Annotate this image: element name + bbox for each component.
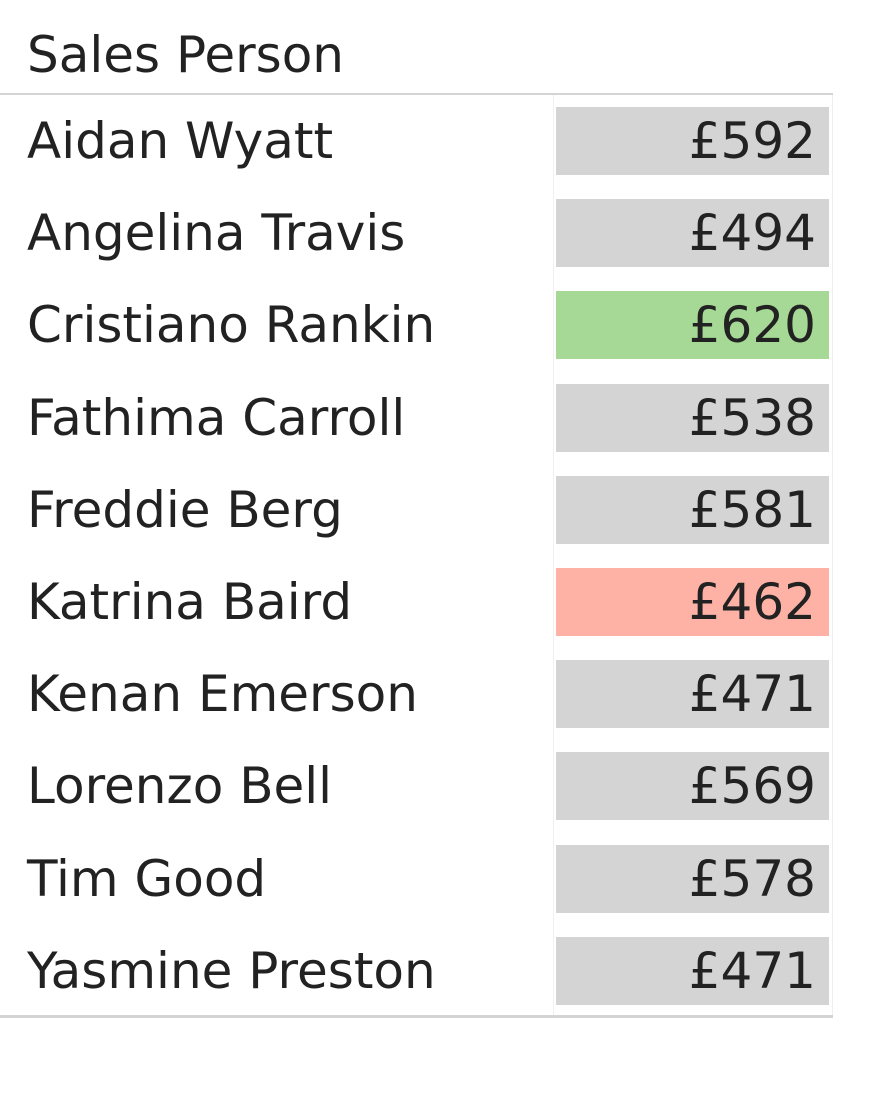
sales-person-name: Yasmine Preston (27, 941, 436, 1000)
right-border (832, 95, 833, 1015)
sales-value-cell: £620 (556, 291, 829, 360)
sales-person-name: Kenan Emerson (27, 665, 418, 724)
sales-value-cell: £471 (556, 660, 829, 729)
table-row: Kenan Emerson £471 (0, 648, 833, 740)
table-row: Aidan Wyatt £592 (0, 95, 833, 187)
sales-value-cell: £471 (556, 936, 829, 1005)
sales-person-name: Aidan Wyatt (27, 112, 334, 170)
table-row: Cristiano Rankin £620 (0, 279, 833, 371)
sales-value-label: £569 (688, 757, 816, 816)
sales-value-cell: £462 (556, 568, 829, 636)
sales-value-label: £581 (688, 480, 816, 539)
header-divider (0, 93, 833, 95)
sales-value-cell: £494 (556, 199, 829, 268)
sales-person-name: Katrina Baird (27, 573, 353, 631)
sales-value-cell: £569 (556, 752, 829, 821)
sales-value-label: £471 (688, 941, 816, 1000)
table-row: Freddie Berg £581 (0, 464, 833, 556)
sales-value-cell: £538 (556, 383, 829, 452)
sales-value-label: £471 (688, 665, 816, 724)
table-row: Lorenzo Bell £569 (0, 740, 833, 832)
sales-value-label: £494 (688, 204, 816, 263)
sales-value-cell: £581 (556, 475, 829, 544)
sales-value-label: £592 (688, 112, 816, 170)
sales-person-name: Cristiano Rankin (27, 296, 436, 355)
table-row: Katrina Baird £462 (0, 556, 833, 648)
column-divider (553, 95, 554, 1015)
sales-person-name: Fathima Carroll (27, 388, 406, 447)
sales-person-name: Tim Good (27, 849, 267, 908)
table-bottom-border (0, 1015, 833, 1018)
sales-value-cell: £592 (556, 107, 829, 175)
sales-value-label: £538 (688, 388, 816, 447)
table-row: Tim Good £578 (0, 833, 833, 925)
sales-person-name: Lorenzo Bell (27, 757, 333, 816)
table-row: Angelina Travis £494 (0, 187, 833, 279)
sales-value-label: £462 (688, 573, 816, 631)
sales-value-label: £620 (688, 296, 816, 355)
sales-value-cell: £578 (556, 844, 829, 913)
column-header-sales-person: Sales Person (27, 26, 344, 84)
sales-person-name: Freddie Berg (27, 480, 343, 539)
table-row: Fathima Carroll £538 (0, 372, 833, 464)
sales-value-label: £578 (688, 849, 816, 908)
table-row: Yasmine Preston £471 (0, 925, 833, 1017)
sales-person-name: Angelina Travis (27, 204, 406, 263)
